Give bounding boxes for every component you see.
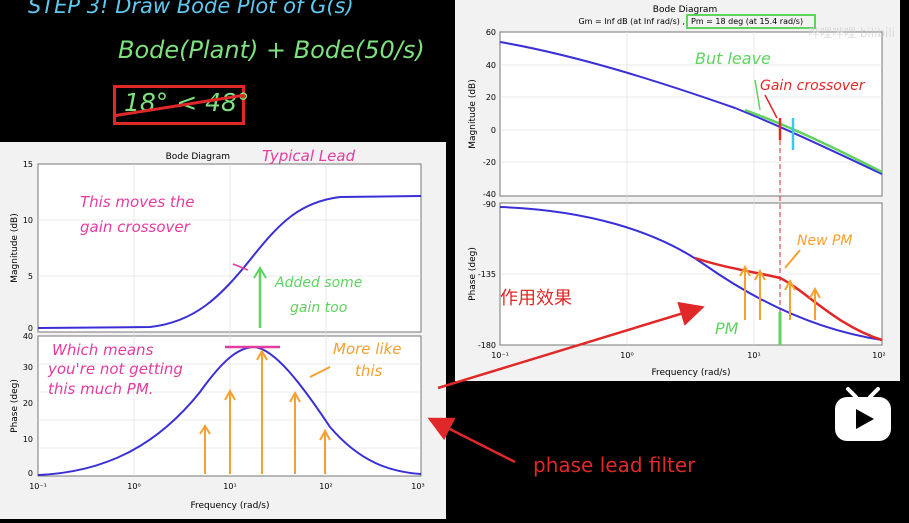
- annot-pm: PM: [715, 319, 739, 338]
- annot-which-means-2: you're not getting: [47, 360, 183, 378]
- combined-mag-ylabel: Magnitude (dB): [468, 79, 478, 148]
- new-pm-arrows-icon: [739, 249, 821, 320]
- gain-crossover-arrow-icon: [764, 94, 778, 119]
- combined-x-tick: 10⁰: [620, 351, 633, 360]
- phase-lead-filter-note: phase lead filter: [533, 453, 696, 477]
- annot-gain-crossover-1: This moves the: [80, 193, 195, 211]
- lead-bode-svg: Bode Diagram Typical Lead Magnitude (dB)…: [10, 147, 425, 511]
- lead-bode-panel: Bode Diagram Typical Lead Magnitude (dB)…: [0, 142, 446, 519]
- combined-mag-tick: 60: [486, 28, 496, 37]
- lead-phase-tick: 40: [23, 332, 33, 341]
- annot-gain-crossover-2: gain crossover: [80, 218, 191, 236]
- lead-phase-tick: 30: [23, 363, 33, 372]
- lead-phase-curve: [694, 256, 883, 342]
- lead-mag-tick: 15: [23, 160, 33, 169]
- combined-phase-ylabel: Phase (deg): [468, 247, 478, 301]
- combined-mag-tick: 40: [486, 61, 496, 70]
- combined-mag-tick: 20: [486, 93, 496, 102]
- orange-arrows-icon: [199, 348, 331, 474]
- combined-x-tick: 10²: [872, 351, 885, 360]
- but-leave-arrow-icon: [754, 79, 761, 111]
- combined-mag-tick: -40: [483, 190, 496, 199]
- combined-mag-axes: [499, 31, 883, 197]
- combined-mag-tick: -20: [483, 158, 496, 167]
- annot-more-like-2: this: [355, 362, 383, 380]
- annot-which-means-1: Which means: [52, 341, 154, 359]
- annot-but-leave: But leave: [695, 49, 771, 68]
- lead-phase-tick: 20: [23, 399, 33, 408]
- combined-xlabel: Frequency (rad/s): [651, 368, 730, 378]
- annot-added-gain-2: gain too: [290, 300, 347, 316]
- lead-mag-axes: [37, 163, 422, 333]
- combined-bode-svg: Bode Diagram Gm = Inf dB (at Inf rad/s) …: [468, 5, 886, 378]
- effect-note: 作用效果: [500, 288, 572, 309]
- combined-grid: [500, 32, 882, 345]
- magenta-arrow-icon: [232, 263, 249, 271]
- annot-gain-crossover: Gain crossover: [760, 78, 866, 94]
- lead-phase-ylabel: Phase (deg): [10, 379, 20, 433]
- lead-x-tick: 10¹: [223, 482, 236, 491]
- bode-formula: Bode(Plant) + Bode(50/s): [118, 36, 425, 64]
- combined-x-tick: 10⁻¹: [491, 351, 509, 360]
- pm-highlight-box: [686, 14, 816, 29]
- annot-more-like-1: More like: [333, 340, 402, 358]
- lead-magnitude-curve: [37, 195, 422, 329]
- lead-magnitude-curve: [744, 108, 883, 174]
- combined-plot-title: Bode Diagram: [653, 5, 717, 15]
- annot-added-gain-1: Added some: [274, 275, 362, 291]
- bilibili-tv-icon[interactable]: [832, 385, 894, 445]
- combined-gm-subtitle: Gm = Inf dB (at Inf rad/s) ,: [578, 17, 685, 26]
- lead-x-tick: 10²: [319, 482, 332, 491]
- lead-mag-tick: 10: [23, 216, 33, 225]
- combined-phase-tick: -135: [478, 270, 496, 279]
- strike-box: [113, 85, 245, 125]
- lead-handwritten-title: Typical Lead: [262, 147, 356, 165]
- lead-x-tick: 10⁰: [127, 482, 140, 491]
- lead-x-tick: 10⁻¹: [29, 482, 47, 491]
- bilibili-watermark: 哔哩哔哩 bilibili: [808, 26, 896, 40]
- combined-x-tick: 10¹: [747, 351, 760, 360]
- lead-xlabel: Frequency (rad/s): [190, 501, 269, 511]
- combined-phase-tick: -180: [478, 341, 496, 350]
- combined-pm-subtitle: Pm = 18 deg (at 15.4 rad/s): [691, 17, 803, 26]
- lead-phase-tick: 10: [23, 435, 33, 444]
- plant-magnitude-curve: [499, 41, 883, 175]
- lead-mag-tick: 5: [28, 272, 33, 281]
- combined-mag-tick: 0: [491, 126, 496, 135]
- plant-phase-curve: [499, 206, 883, 341]
- combined-phase-tick: -90: [483, 200, 496, 209]
- lead-plot-title: Bode Diagram: [166, 152, 230, 162]
- annot-new-pm: New PM: [797, 233, 853, 249]
- combined-bode-panel: Bode Diagram Gm = Inf dB (at Inf rad/s) …: [455, 0, 900, 381]
- lead-grid: [38, 164, 421, 476]
- lead-phase-tick: 0: [28, 469, 33, 478]
- board-title: STEP 3! Draw Bode Plot of G(s): [28, 0, 354, 18]
- lead-mag-ylabel: Magnitude (dB): [10, 213, 20, 282]
- lead-mag-tick: 0: [28, 324, 33, 333]
- lead-x-tick: 10³: [411, 482, 424, 491]
- annot-which-means-3: this much PM.: [48, 380, 154, 398]
